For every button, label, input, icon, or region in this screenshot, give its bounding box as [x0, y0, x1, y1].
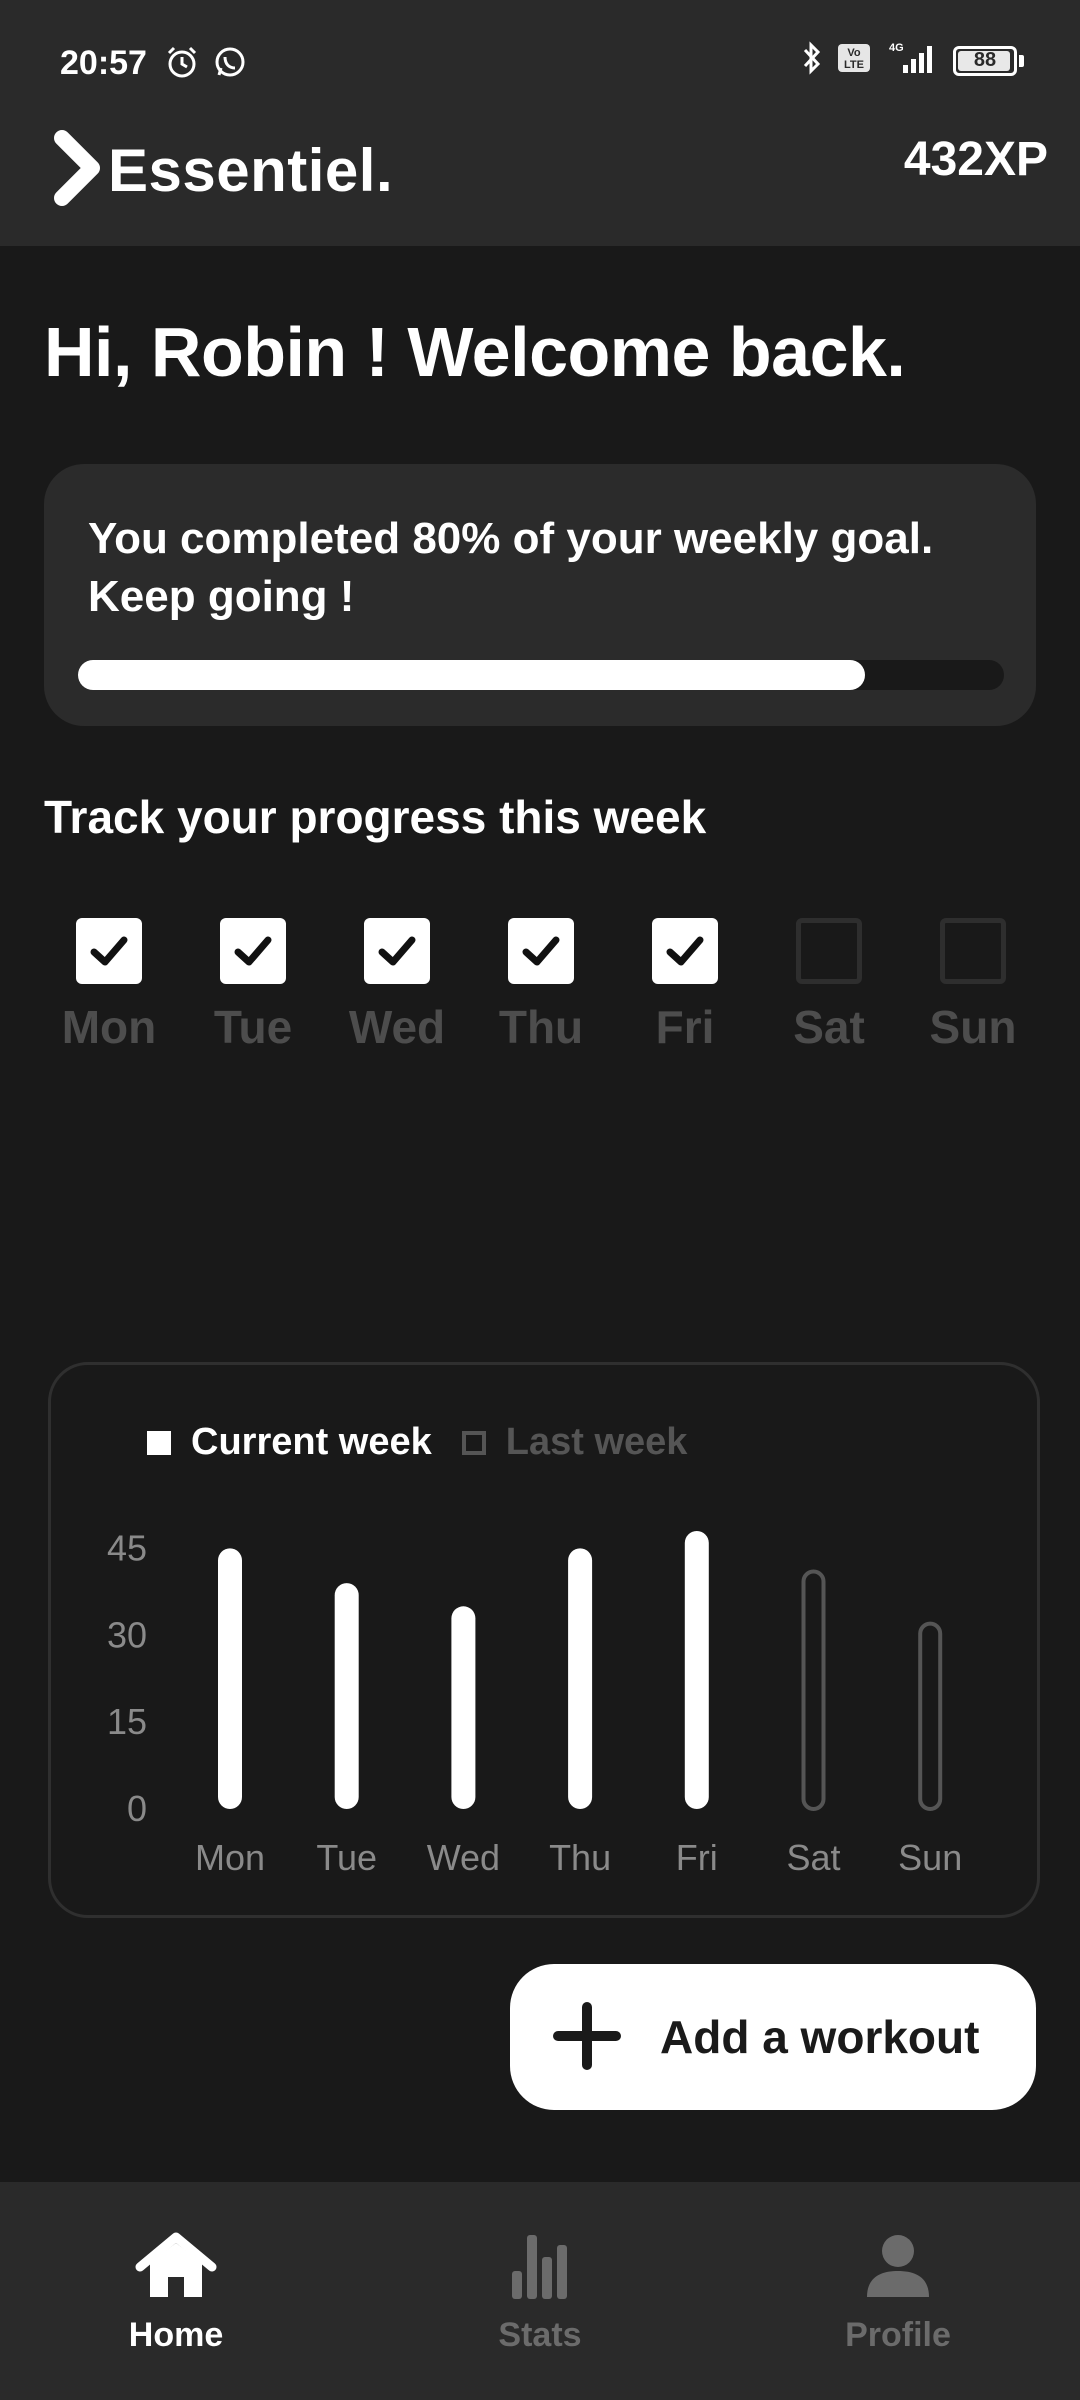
chart-legend: Current week Last week — [147, 1421, 717, 1464]
svg-text:LTE: LTE — [844, 59, 864, 71]
x-tick-label: Mon — [195, 1837, 265, 1878]
day-label: Fri — [655, 1001, 715, 1053]
day-checkbox[interactable] — [76, 918, 142, 984]
bar-last-week — [801, 1569, 826, 1811]
legend-current-week: Current week — [147, 1421, 432, 1464]
y-tick-label: 30 — [107, 1614, 147, 1655]
alarm-icon — [164, 44, 200, 85]
checkmark-icon — [522, 936, 560, 966]
goal-progress-bar — [78, 660, 1004, 690]
svg-text:Vo: Vo — [847, 47, 861, 59]
day-label: Tue — [213, 1001, 293, 1053]
day-label: Mon — [61, 1001, 157, 1053]
day-checkbox[interactable] — [220, 918, 286, 984]
whatsapp-icon — [212, 44, 248, 85]
day-sun[interactable]: Sun — [908, 918, 1038, 1054]
bar-current-week — [568, 1548, 593, 1809]
x-tick-label: Fri — [676, 1837, 718, 1878]
day-tue[interactable]: Tue — [188, 918, 318, 1054]
checkmark-icon — [234, 936, 272, 966]
nav-label: Stats — [498, 2316, 582, 2354]
nav-label: Profile — [845, 2316, 951, 2354]
day-wed[interactable]: Wed — [332, 918, 462, 1054]
status-time: 20:57 — [60, 44, 147, 82]
day-checkbox[interactable] — [652, 918, 718, 984]
volte-icon: Vo LTE — [837, 43, 871, 78]
app-name: Essentiel. — [108, 137, 394, 204]
battery-level: 88 — [973, 49, 997, 71]
xp-counter: 432XP — [903, 133, 1048, 186]
day-sat[interactable]: Sat — [764, 918, 894, 1054]
checkmark-icon — [666, 936, 704, 966]
bar-last-week — [918, 1621, 943, 1811]
legend-last-week: Last week — [461, 1421, 688, 1464]
day-checkbox[interactable] — [508, 918, 574, 984]
y-tick-label: 15 — [107, 1701, 147, 1742]
y-tick-label: 0 — [127, 1788, 147, 1829]
day-mon[interactable]: Mon — [44, 918, 174, 1054]
battery-icon: 88 — [953, 45, 1017, 76]
plus-icon — [552, 2001, 622, 2074]
chevron-right-icon — [54, 130, 104, 211]
nav-label: Home — [128, 2316, 224, 2354]
day-label: Sat — [793, 1001, 865, 1053]
goal-progress-fill — [78, 660, 866, 690]
add-workout-label: Add a workout — [660, 2011, 980, 2063]
bottom-nav: Home Stats Profile — [0, 2182, 1080, 2400]
status-right-icons: Vo LTE 4G 88 — [801, 40, 1024, 81]
x-tick-label: Sun — [898, 1837, 962, 1878]
day-label: Thu — [498, 1001, 584, 1053]
greeting-title: Hi, Robin ! Welcome back. — [44, 313, 906, 391]
weekly-chart-card: Current week Last week 0 15 30 45 Mon Tue Wed T… — [48, 1362, 1040, 1918]
bluetooth-icon — [801, 40, 823, 81]
status-left-icons — [164, 44, 248, 85]
person-icon — [778, 2226, 1018, 2306]
bar-chart-icon — [420, 2226, 660, 2306]
x-tick-label: Wed — [427, 1837, 500, 1878]
x-tick-label: Sat — [786, 1837, 840, 1878]
battery-cap — [1019, 54, 1024, 67]
weekly-goal-text: You completed 80% of your weekly goal. K… — [88, 514, 934, 621]
home-icon — [56, 2226, 296, 2306]
day-fri[interactable]: Fri — [620, 918, 750, 1054]
battery-fill — [958, 50, 1010, 71]
y-tick-label: 45 — [107, 1527, 147, 1568]
week-days-row: Mon Tue Wed Thu Fri Sat Sun — [30, 918, 1050, 1068]
legend-label-last: Last week — [505, 1421, 688, 1463]
checkmark-icon — [378, 936, 416, 966]
add-workout-button[interactable]: Add a workout — [510, 1964, 1036, 2110]
day-checkbox[interactable] — [796, 918, 862, 984]
nav-home[interactable]: Home — [56, 2226, 296, 2355]
app-header: Essentiel. 432XP — [0, 120, 1080, 246]
day-thu[interactable]: Thu — [476, 918, 606, 1054]
nav-stats[interactable]: Stats — [420, 2226, 660, 2355]
day-label: Sun — [929, 1001, 1017, 1053]
bar-current-week — [218, 1548, 242, 1809]
status-bar: 20:57 Vo LTE 4G 88 — [0, 0, 1080, 120]
x-tick-label: Thu — [549, 1837, 611, 1878]
checkmark-icon — [90, 936, 128, 966]
track-progress-title: Track your progress this week — [44, 791, 707, 843]
bar-current-week — [334, 1583, 359, 1809]
nav-profile[interactable]: Profile — [778, 2226, 1018, 2355]
app-logo[interactable]: Essentiel. — [54, 130, 393, 211]
legend-label-current: Current week — [191, 1421, 432, 1463]
svg-text:4G: 4G — [889, 42, 904, 54]
day-checkbox[interactable] — [940, 918, 1006, 984]
x-tick-label: Tue — [316, 1837, 377, 1878]
legend-swatch-last — [461, 1430, 486, 1455]
bar-current-week — [684, 1531, 709, 1809]
day-checkbox[interactable] — [364, 918, 430, 984]
weekly-goal-card: You completed 80% of your weekly goal. K… — [44, 464, 1036, 726]
signal-icon: 4G — [885, 41, 939, 80]
day-label: Wed — [348, 1001, 446, 1053]
weekly-bar-chart: 0 15 30 45 Mon Tue Wed Thu Fri Sat Sun — [107, 1527, 962, 1878]
bar-current-week — [451, 1606, 476, 1809]
legend-swatch-current — [147, 1430, 171, 1455]
